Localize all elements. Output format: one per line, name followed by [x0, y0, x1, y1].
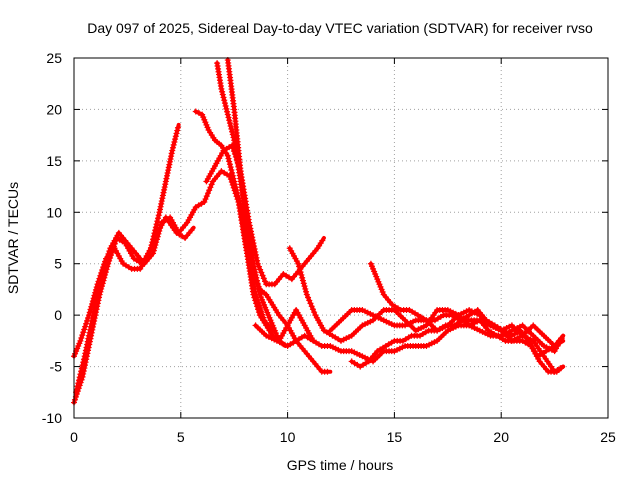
y-tick-label: 25 — [46, 50, 62, 66]
series-markers — [214, 60, 287, 348]
y-tick-label: 10 — [46, 204, 62, 220]
series-markers — [203, 142, 326, 288]
y-tick-label: -10 — [42, 410, 62, 426]
x-tick-label: 25 — [600, 429, 616, 445]
series-line — [287, 246, 566, 374]
series-markers — [286, 245, 564, 375]
series-line — [349, 318, 566, 374]
series-track-g — [203, 142, 326, 288]
x-tick-label: 0 — [70, 429, 78, 445]
series-track-e — [214, 60, 288, 348]
x-tick-label: 15 — [387, 429, 403, 445]
plot-frame — [73, 57, 609, 419]
y-tick-label: 5 — [54, 256, 62, 272]
x-axis-label: GPS time / hours — [287, 457, 394, 473]
y-tick-label: 20 — [46, 101, 62, 117]
axis-ticks — [73, 57, 609, 419]
x-tick-label: 20 — [493, 429, 509, 445]
y-tick-label: 0 — [54, 307, 62, 323]
x-tick-label: 5 — [177, 429, 185, 445]
grid-lines — [74, 58, 608, 418]
y-axis-label: SDTVAR / TECUs — [5, 182, 21, 294]
x-tick-label: 10 — [280, 429, 296, 445]
series-track-h — [252, 322, 566, 365]
data-series — [71, 57, 566, 406]
series-track-d — [192, 108, 316, 344]
y-tick-labels: -10 -5 0 5 10 15 20 25 — [42, 50, 62, 426]
chart-title: Day 097 of 2025, Sidereal Day-to-day VTE… — [87, 20, 593, 36]
series-track-i — [286, 245, 566, 375]
series-track-l — [348, 317, 566, 375]
series-markers — [192, 108, 315, 344]
y-tick-label: 15 — [46, 153, 62, 169]
x-tick-labels: 0 5 10 15 20 25 — [70, 429, 616, 445]
y-tick-label: -5 — [50, 359, 63, 375]
